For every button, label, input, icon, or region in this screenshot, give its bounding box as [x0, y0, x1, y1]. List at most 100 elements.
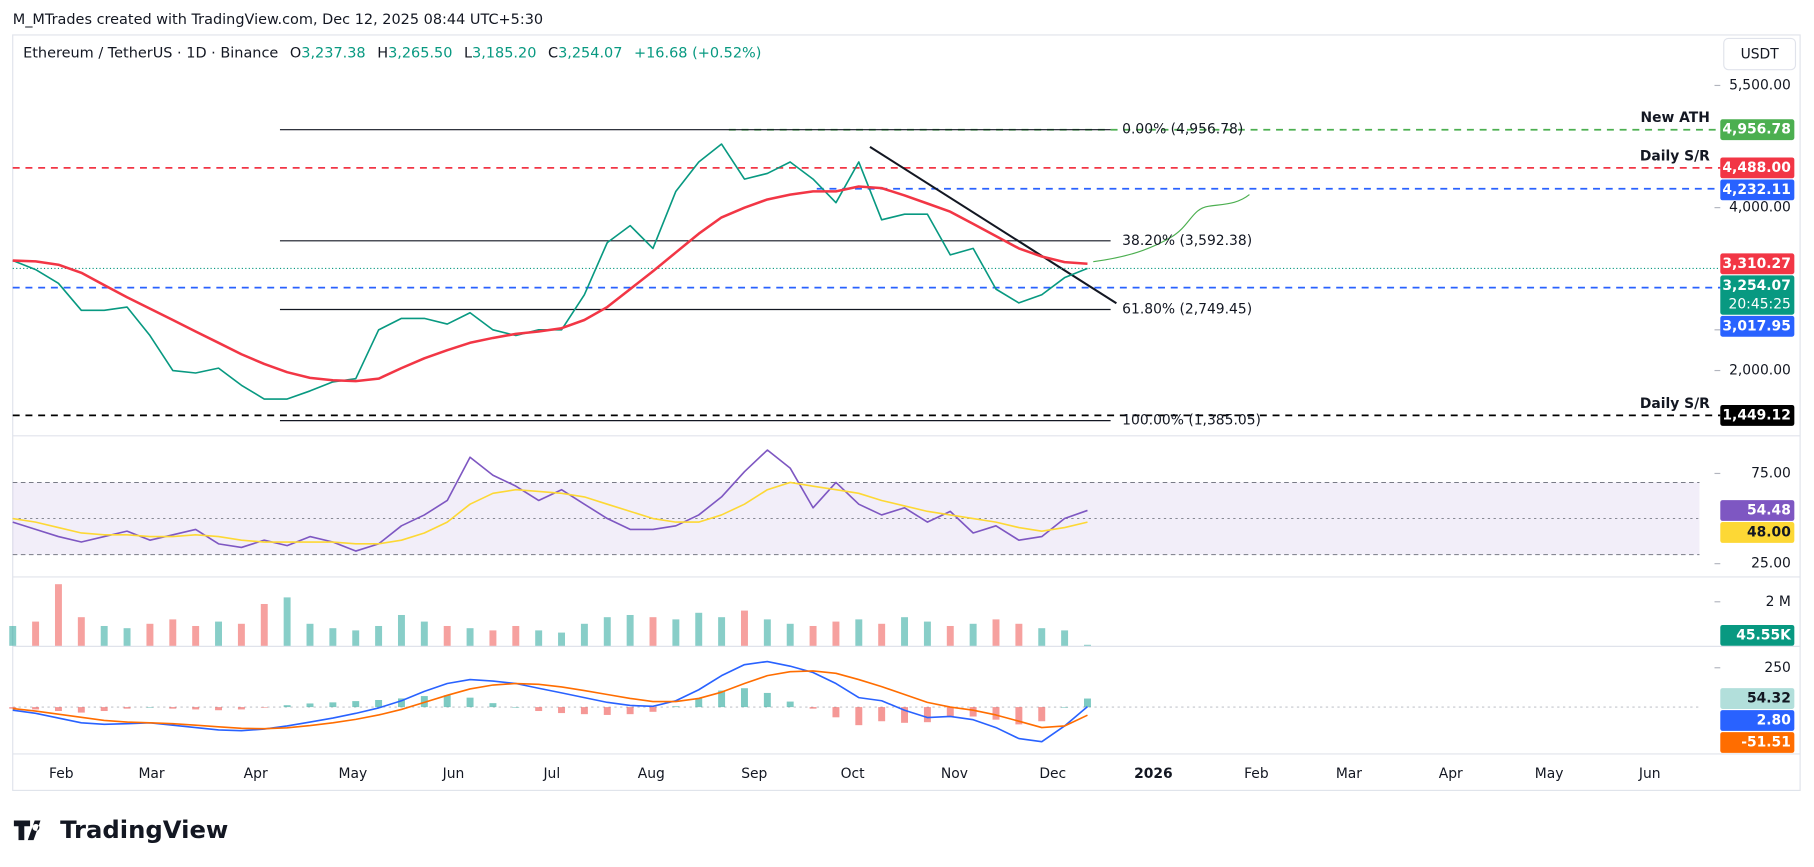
histogram-bar [718, 690, 726, 708]
histogram-bar [626, 707, 634, 715]
x-tick-label: Feb [1244, 766, 1269, 782]
x-tick-label: Oct [841, 766, 866, 782]
y-tick-label: 250 [1764, 660, 1790, 676]
volume-bar [535, 630, 543, 646]
histogram-bar [1038, 707, 1046, 722]
volume-bar [237, 623, 245, 646]
volume-bar [1038, 628, 1046, 646]
volume-bar [100, 625, 108, 646]
volume-bar [809, 625, 817, 646]
series-line [12, 449, 1088, 552]
x-tick-label: Feb [49, 766, 74, 782]
x-tick-label: Aug [638, 766, 665, 782]
volume-bar [786, 623, 794, 646]
price-tag-label: 4,232.11 [1722, 182, 1790, 198]
x-tick-label: Apr [244, 766, 268, 782]
price-tag [1720, 405, 1795, 426]
histogram-bar [878, 707, 886, 722]
level-annotation: Daily S/R [1640, 396, 1710, 412]
y-tick-label: 2,000.00 [1729, 363, 1791, 379]
histogram-bar [740, 688, 748, 708]
trendline [869, 145, 1117, 305]
volume-bar [901, 617, 909, 646]
volume-bar [672, 619, 680, 646]
histogram-bar [672, 706, 680, 708]
volume-bar [878, 623, 886, 646]
ohlc-key: L [464, 45, 472, 61]
ohlc-value: 3,254.07 [558, 45, 622, 61]
price-tag-label: 54.32 [1747, 691, 1791, 707]
price-tag-label: 2.80 [1757, 713, 1791, 729]
price-tag [1720, 315, 1795, 337]
y-tick-label: 2 M [1766, 594, 1791, 610]
projection-curve [1093, 194, 1250, 263]
histogram-bar [146, 707, 154, 708]
volume-bar [352, 630, 360, 646]
volume-bar [946, 625, 954, 646]
histogram-bar [260, 707, 268, 708]
histogram-bar [237, 707, 245, 710]
x-tick-label: Mar [138, 766, 164, 782]
histogram-bar [397, 698, 405, 708]
volume-bar [558, 632, 566, 646]
series-line [12, 481, 1088, 545]
x-tick-label: Jun [442, 766, 465, 782]
ohlc-key: H [377, 45, 388, 61]
volume-bar [1061, 630, 1069, 646]
x-tick-label: May [339, 766, 368, 782]
histogram-bar [649, 707, 657, 712]
histogram-bar [923, 707, 931, 723]
price-tag [1720, 500, 1795, 521]
series-line [12, 185, 1088, 383]
currency-label[interactable]: USDT [1741, 47, 1780, 63]
volume-bar [923, 621, 931, 646]
histogram-bar [32, 707, 40, 710]
x-tick-label: Jul [542, 766, 560, 782]
histogram-bar [306, 703, 314, 708]
volume-bar [832, 621, 840, 646]
logo-text: TradingView [60, 815, 228, 844]
ohlc-value: 3,265.50 [388, 45, 452, 61]
x-tick-label: Mar [1336, 766, 1362, 782]
y-tick-label: 75.00 [1751, 465, 1791, 481]
fib-label: 0.00% (4,956.78) [1122, 122, 1243, 138]
histogram-bar [763, 692, 771, 708]
volume-bar [329, 628, 337, 646]
histogram-bar [901, 707, 909, 723]
volume-bar [169, 619, 177, 646]
ohlc-key: O [290, 45, 301, 61]
volume-bar [740, 610, 748, 646]
currency-button[interactable] [1723, 37, 1797, 71]
volume-bar [77, 617, 85, 646]
histogram-bar [329, 702, 337, 708]
histogram-bar [375, 700, 383, 708]
price-tag [1720, 157, 1795, 179]
volume-bar [283, 597, 291, 646]
histogram-bar [1084, 698, 1091, 708]
histogram-bar [558, 707, 566, 714]
fib-label: 38.20% (3,592.38) [1122, 233, 1252, 249]
volume-bar [695, 612, 703, 646]
price-tag-label: 3,310.27 [1722, 256, 1790, 272]
x-tick-label: Sep [741, 766, 767, 782]
volume-bar [123, 628, 131, 646]
histogram-bar [946, 707, 954, 717]
x-tick-label: Nov [941, 766, 968, 782]
histogram-bar [695, 698, 703, 708]
volume-bar [1015, 623, 1023, 646]
price-tag [1720, 119, 1795, 141]
volume-bar [375, 625, 383, 646]
price-tag [1720, 275, 1795, 315]
price-tag-label: 1,449.12 [1722, 407, 1790, 423]
x-tick-label: 2026 [1134, 766, 1173, 782]
volume-bar [580, 623, 588, 646]
volume-bar [855, 619, 863, 646]
y-tick-label: 25.00 [1751, 556, 1791, 572]
volume-bar [192, 625, 200, 646]
series-line [12, 670, 1088, 730]
price-tag [1720, 732, 1795, 753]
histogram-bar [1061, 707, 1069, 708]
histogram-bar [580, 707, 588, 715]
volume-bar [260, 603, 268, 646]
